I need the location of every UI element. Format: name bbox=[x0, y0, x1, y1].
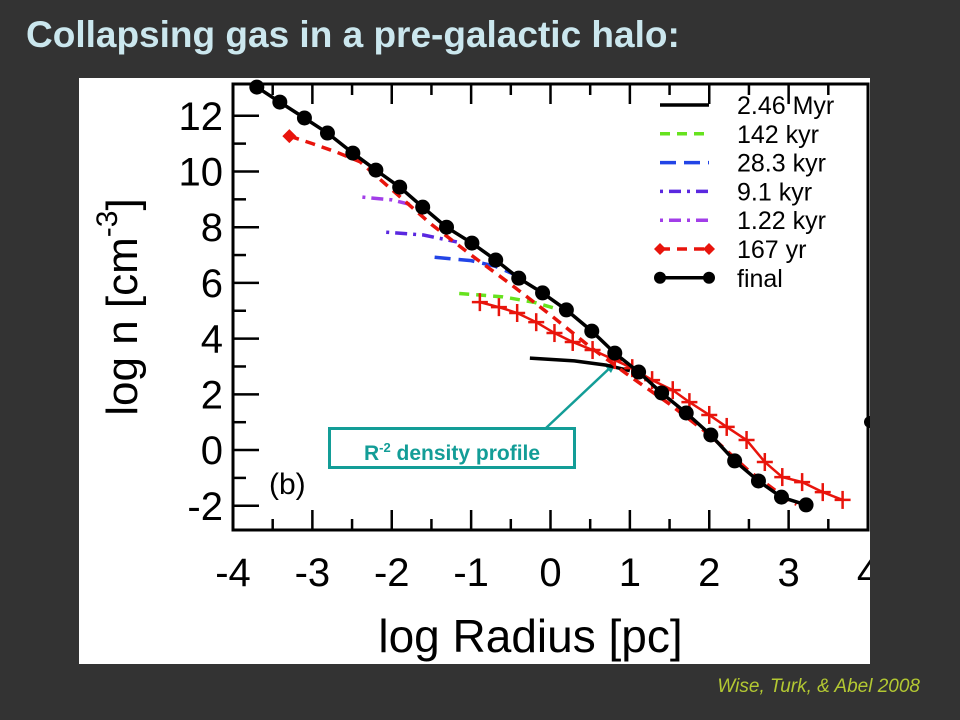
legend-label: 167 yr bbox=[737, 236, 806, 264]
y-tick-label: 8 bbox=[201, 206, 223, 250]
series-marker-7 bbox=[727, 453, 743, 469]
series-marker-6 bbox=[794, 473, 811, 492]
series-marker-7 bbox=[488, 252, 504, 268]
series-line-2 bbox=[434, 255, 516, 277]
panel-label: (b) bbox=[269, 468, 306, 501]
series-marker-7 bbox=[607, 345, 623, 361]
series-line-6 bbox=[479, 300, 844, 502]
series-marker-7 bbox=[703, 427, 719, 443]
annotation-arrow bbox=[545, 364, 614, 429]
series-marker-7 bbox=[296, 110, 312, 126]
series-marker-7 bbox=[392, 179, 408, 195]
x-tick-label: 3 bbox=[778, 551, 800, 595]
legend-item-4: 1.22 kyr bbox=[660, 207, 826, 235]
series-marker-6 bbox=[471, 293, 488, 312]
y-axis-label: log n [cm-3] bbox=[91, 198, 147, 415]
y-tick-label: 10 bbox=[179, 150, 224, 194]
series-marker-6 bbox=[490, 298, 507, 317]
legend-label: final bbox=[737, 265, 783, 293]
series-marker-5 bbox=[282, 129, 297, 144]
legend-marker bbox=[703, 243, 715, 255]
series-marker-6 bbox=[701, 405, 718, 424]
series-marker-7 bbox=[368, 162, 384, 178]
legend-label: 9.1 kyr bbox=[737, 178, 812, 206]
series-marker-7 bbox=[558, 302, 574, 318]
legend-label: 1.22 kyr bbox=[737, 207, 826, 235]
legend-marker bbox=[654, 243, 666, 255]
legend-marker bbox=[654, 271, 666, 284]
series-marker-6 bbox=[528, 313, 545, 332]
citation: Wise, Turk, & Abel 2008 bbox=[717, 676, 920, 697]
series-marker-7 bbox=[584, 323, 600, 339]
legend-item-2: 28.3 kyr bbox=[660, 150, 826, 178]
series-marker-7 bbox=[773, 489, 789, 505]
series-marker-6 bbox=[509, 303, 526, 322]
series-line-4 bbox=[362, 195, 424, 210]
series-marker-7 bbox=[415, 199, 431, 215]
legend-item-3: 9.1 kyr bbox=[660, 178, 812, 206]
series-marker-6 bbox=[738, 431, 755, 450]
y-tick-label: 4 bbox=[201, 318, 223, 362]
series-marker-7 bbox=[798, 497, 814, 513]
y-tick-label: 12 bbox=[179, 95, 224, 139]
series-marker-6 bbox=[546, 324, 563, 343]
series-marker-7 bbox=[439, 219, 455, 235]
legend-marker bbox=[703, 271, 715, 284]
legend-item-1: 142 kyr bbox=[660, 121, 819, 149]
series-marker-7 bbox=[272, 94, 288, 110]
series-marker-7 bbox=[319, 125, 335, 141]
series-marker-7 bbox=[654, 385, 670, 401]
legend-label: 28.3 kyr bbox=[737, 150, 826, 178]
series-marker-6 bbox=[564, 332, 581, 351]
series-marker-6 bbox=[756, 453, 773, 472]
series-marker-6 bbox=[584, 341, 601, 360]
series-marker-7 bbox=[678, 405, 694, 421]
x-tick-label: 0 bbox=[539, 551, 561, 595]
legend-label: 142 kyr bbox=[737, 121, 819, 149]
annotation-exponent: -2 bbox=[379, 440, 391, 455]
x-axis-label: log Radius [pc] bbox=[378, 610, 682, 662]
y-tick-label: -2 bbox=[187, 485, 223, 529]
legend-label: 2.46 Myr bbox=[737, 92, 834, 120]
legend-item-7: final bbox=[654, 265, 783, 293]
annotation-r: R bbox=[363, 442, 380, 465]
series-marker-7 bbox=[345, 145, 361, 161]
annotation-text: density profile bbox=[396, 442, 541, 465]
series-marker-7 bbox=[750, 473, 766, 489]
y-tick-label: 2 bbox=[201, 373, 223, 417]
x-tick-label: -1 bbox=[453, 551, 489, 595]
series-marker-6 bbox=[718, 417, 735, 436]
x-tick-label: 1 bbox=[619, 551, 641, 595]
series-marker-7 bbox=[464, 235, 480, 251]
series-marker-7 bbox=[249, 79, 265, 95]
x-tick-label: -3 bbox=[295, 551, 331, 595]
series-marker-6 bbox=[774, 468, 791, 487]
adjacent-panel-marker bbox=[864, 416, 870, 428]
y-tick-label: 6 bbox=[201, 262, 223, 306]
legend-item-0: 2.46 Myr bbox=[660, 92, 834, 120]
annotation-box: R-2 density profile bbox=[328, 427, 576, 469]
series-marker-7 bbox=[511, 270, 527, 286]
x-tick-label: 4 bbox=[857, 551, 870, 595]
series-line-3 bbox=[386, 230, 458, 244]
series-line-0 bbox=[529, 356, 631, 373]
slide-title: Collapsing gas in a pre-galactic halo: bbox=[26, 14, 680, 55]
x-tick-label: -4 bbox=[215, 551, 251, 595]
series-marker-6 bbox=[814, 483, 831, 502]
x-tick-label: 2 bbox=[698, 551, 720, 595]
series-marker-6 bbox=[834, 490, 851, 509]
x-tick-label: -2 bbox=[374, 551, 410, 595]
legend-item-5: 167 yr bbox=[654, 236, 806, 264]
series-marker-7 bbox=[535, 285, 551, 301]
y-tick-label: 0 bbox=[201, 429, 223, 473]
figure-panel: -4 -3 -2 -1 0 1 2 3 4 -2 0 2 4 6 8 10 12 log Radius [pc] l… bbox=[79, 78, 870, 664]
series-marker-7 bbox=[631, 364, 647, 380]
